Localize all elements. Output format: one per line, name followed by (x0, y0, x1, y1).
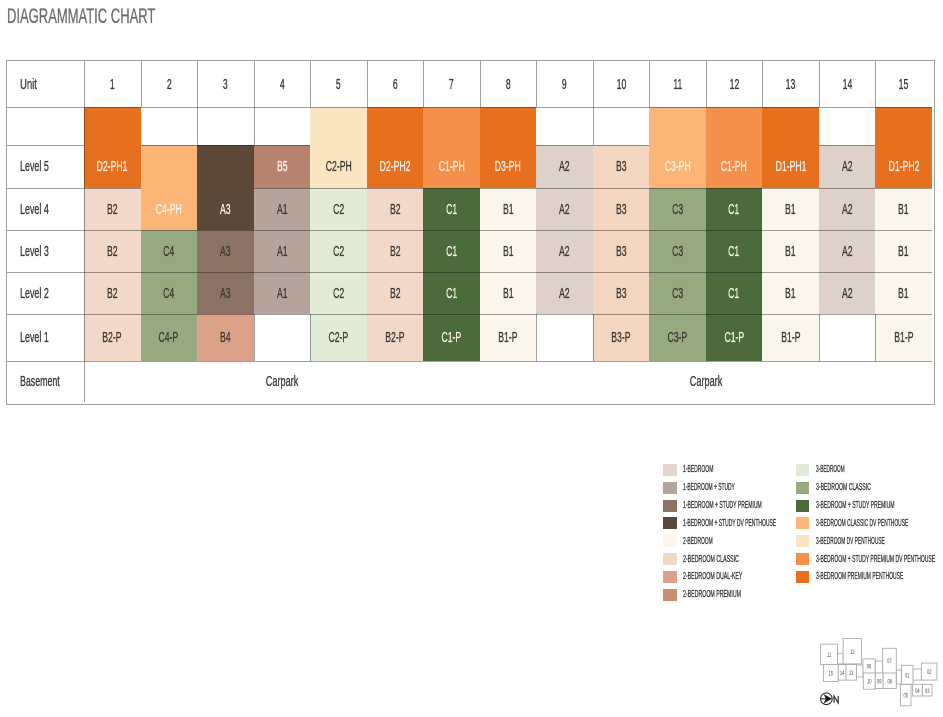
svg-text:01: 01 (905, 673, 909, 680)
svg-text:08: 08 (887, 679, 891, 686)
svg-text:05: 05 (903, 693, 907, 700)
svg-text:12: 12 (850, 649, 854, 656)
svg-text:13: 13 (849, 670, 853, 677)
svg-text:03: 03 (925, 688, 929, 695)
svg-text:04: 04 (915, 688, 919, 695)
svg-text:11: 11 (827, 652, 831, 659)
svg-text:07: 07 (887, 658, 891, 665)
svg-text:14: 14 (840, 670, 844, 677)
svg-text:02: 02 (927, 669, 931, 676)
svg-text:06: 06 (867, 664, 871, 671)
svg-text:15: 15 (829, 671, 833, 678)
svg-text:09: 09 (877, 679, 881, 686)
svg-text:10: 10 (867, 679, 871, 686)
